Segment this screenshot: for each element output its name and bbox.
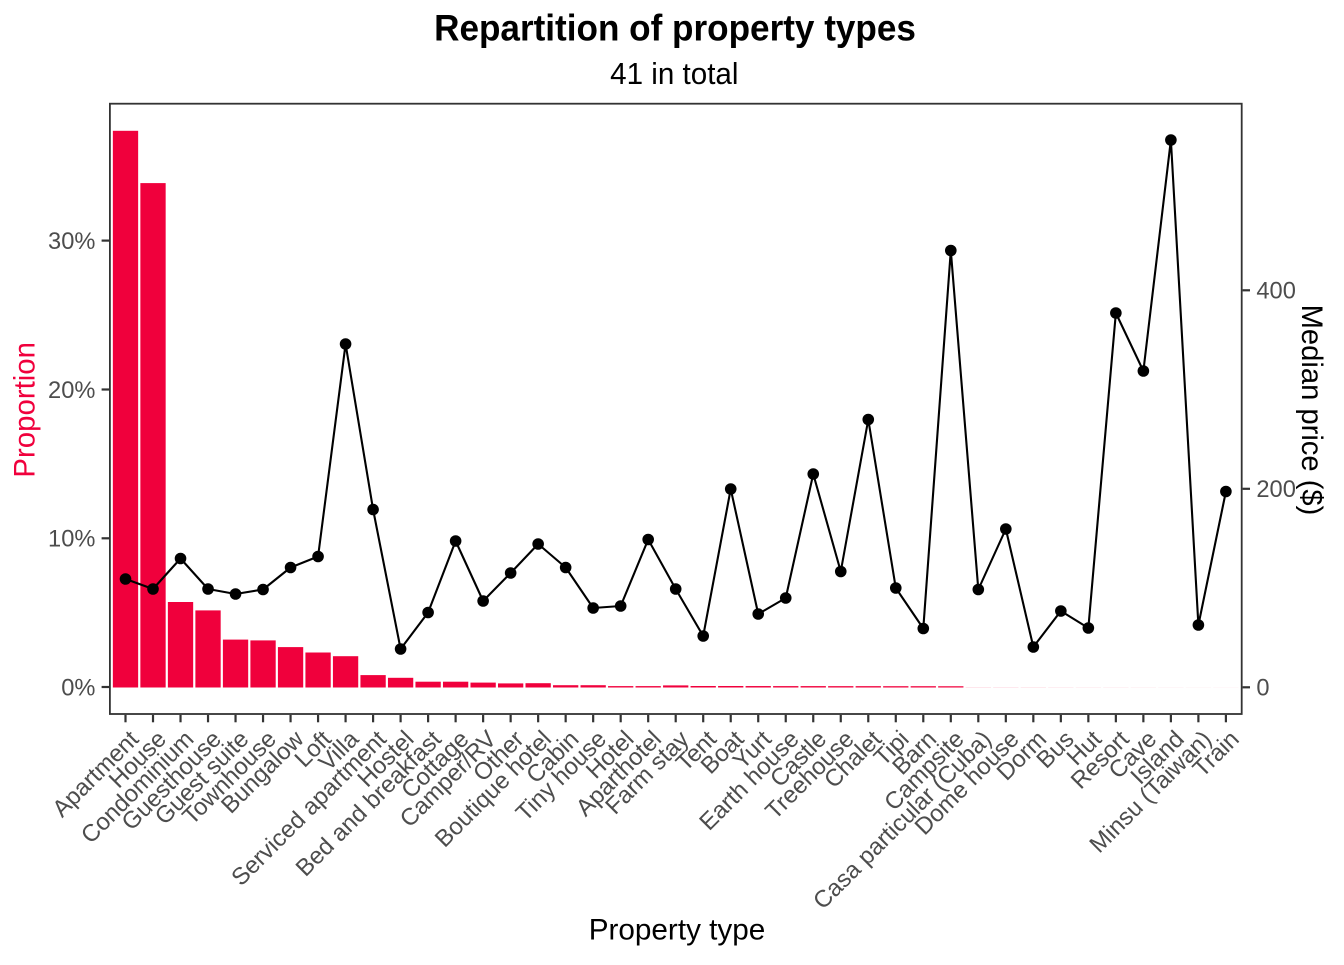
svg-text:Proportion: Proportion: [8, 342, 41, 478]
svg-text:30%: 30%: [48, 228, 95, 255]
svg-text:0%: 0%: [61, 674, 95, 701]
svg-text:Property type: Property type: [589, 914, 766, 947]
svg-text:400: 400: [1256, 278, 1295, 305]
svg-text:41 in total: 41 in total: [610, 57, 738, 91]
svg-text:10%: 10%: [48, 526, 95, 553]
svg-text:Median price ($): Median price ($): [1295, 305, 1328, 516]
svg-text:20%: 20%: [48, 377, 95, 404]
svg-text:200: 200: [1256, 476, 1295, 503]
svg-text:0: 0: [1256, 675, 1269, 702]
svg-text:Repartition of property types: Repartition of property types: [434, 7, 916, 49]
